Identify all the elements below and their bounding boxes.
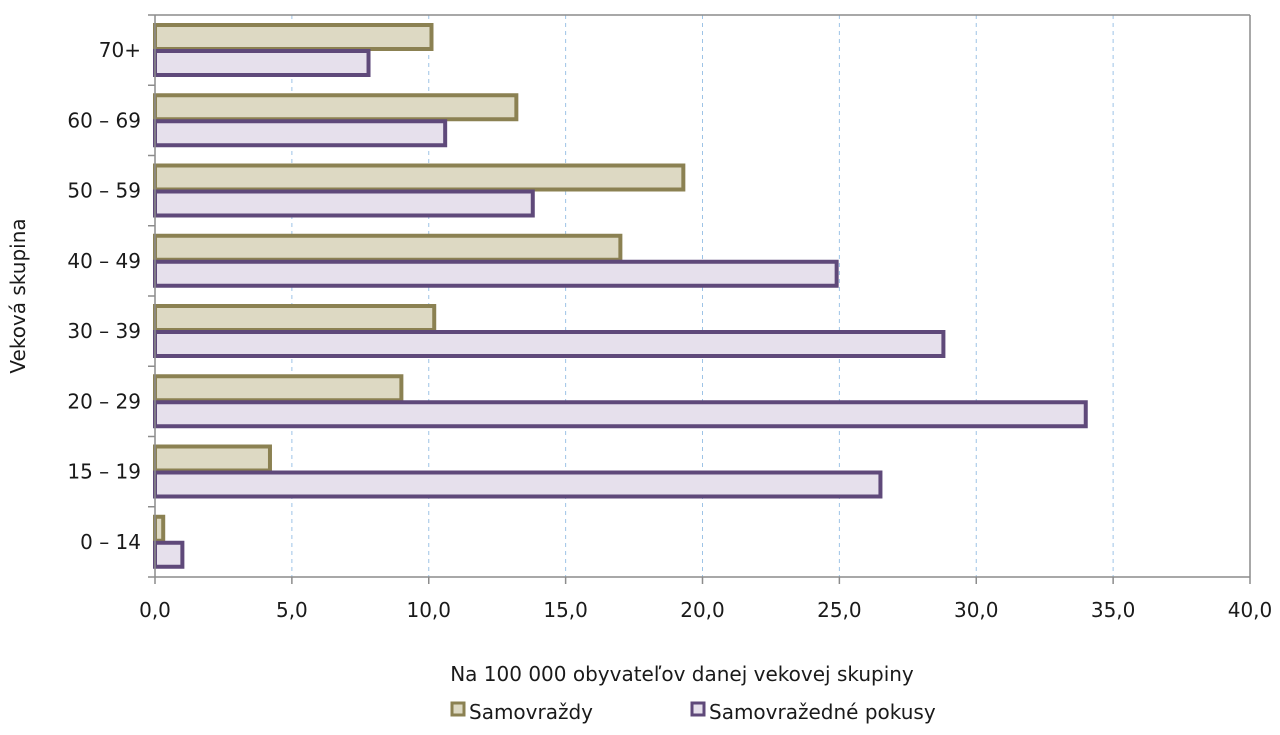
legend-label: Samovraždy [469,700,593,724]
y-tick-label: 70+ [99,38,141,62]
bar-samovrazdy [153,233,623,262]
y-tick-label: 20 – 29 [67,389,141,413]
legend: Samovraždy Samovražedné pokusy [450,700,936,724]
x-tick-label: 5,0 [276,598,308,622]
bar-samovrazdy [153,93,519,122]
bar-samovrazdy [153,304,437,332]
y-tick-label: 60 – 69 [67,108,141,132]
bar-samovrazdy [153,514,166,543]
x-tick-label: 15,0 [543,598,588,622]
bar-samovrazedne-pokusy [153,540,185,569]
bar-samovrazdy [153,444,272,473]
x-tick-label: 40,0 [1228,598,1273,622]
x-tick-labels: 0,0 5,0 10,0 15,0 20,0 25,0 30,0 35,0 40,0 [139,577,1272,622]
x-tick-label: 35,0 [1091,598,1136,622]
legend-label: Samovražedné pokusy [709,700,936,724]
y-tick-label: 0 – 14 [80,530,141,554]
bar-samovrazedne-pokusy [153,330,946,358]
bar-samovrazedne-pokusy [153,189,535,218]
bar-samovrazdy [153,163,686,192]
bar-samovrazedne-pokusy [153,400,1088,429]
bar-samovrazedne-pokusy [153,49,371,77]
x-tick-label: 10,0 [406,598,451,622]
bar-samovrazedne-pokusy [153,259,839,288]
x-tick-label: 30,0 [954,598,999,622]
bar-samovrazedne-pokusy [153,119,448,148]
y-tick-label: 30 – 39 [67,319,141,343]
legend-swatch [450,701,466,717]
bar-samovrazdy [153,23,434,51]
x-tick-label: 20,0 [680,598,725,622]
bars [153,23,1088,569]
y-tick-label: 50 – 59 [67,179,141,203]
bar-samovrazdy [153,374,404,403]
legend-swatch [690,701,706,717]
y-tick-label: 15 – 19 [67,460,141,484]
x-tick-label: 25,0 [817,598,862,622]
y-tick-labels: 0 – 14 15 – 19 20 – 29 30 – 39 40 – 49 50 – 5… [67,14,155,578]
x-axis-title: Na 100 000 obyvateľov danej vekovej skup… [450,662,914,686]
x-tick-label: 0,0 [139,598,171,622]
y-tick-label: 40 – 49 [67,249,141,273]
y-axis-title: Veková skupina [6,218,30,373]
bar-samovrazedne-pokusy [153,470,883,499]
grid-lines [291,15,1114,577]
